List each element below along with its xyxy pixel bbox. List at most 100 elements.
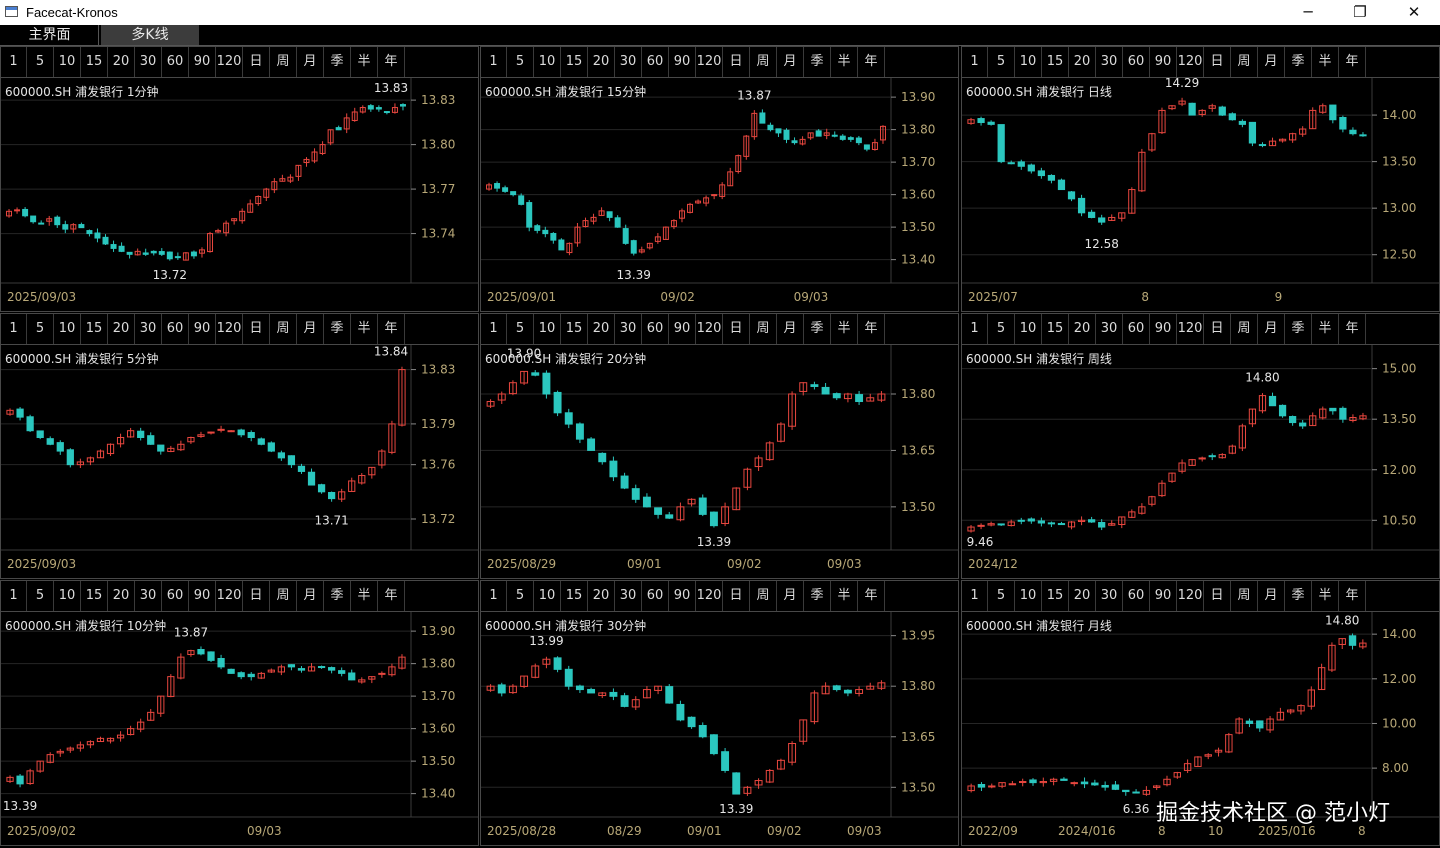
period-button[interactable]: 15 (561, 47, 588, 77)
period-button[interactable]: 季 (804, 47, 831, 77)
period-button[interactable]: 周 (750, 47, 777, 77)
period-button[interactable]: 60 (642, 581, 669, 611)
period-button[interactable]: 5 (27, 581, 54, 611)
period-button[interactable]: 月 (1258, 47, 1285, 77)
kline-panel[interactable]: 1 5 10 15 20 30 60 90 120 日周月季半年 8.00 10.00 12.00 14.… (961, 580, 1440, 846)
period-button[interactable]: 20 (1069, 47, 1096, 77)
period-button[interactable]: 20 (108, 47, 135, 77)
period-button[interactable]: 90 (669, 47, 696, 77)
period-button[interactable]: 10 (534, 581, 561, 611)
period-button[interactable]: 月 (1258, 581, 1285, 611)
kline-panel[interactable]: 1 5 10 15 20 30 60 90 120 日周月季半年 13.72 13.76 13.79 13… (0, 313, 479, 579)
period-button[interactable]: 1 (481, 581, 507, 611)
period-button[interactable]: 30 (615, 47, 642, 77)
period-button[interactable]: 15 (1042, 314, 1069, 344)
period-button[interactable]: 1 (962, 47, 988, 77)
period-button[interactable]: 120 (216, 581, 243, 611)
period-button[interactable]: 日 (1204, 581, 1231, 611)
period-button[interactable]: 1 (481, 314, 507, 344)
period-button[interactable]: 15 (1042, 47, 1069, 77)
tab-main-view[interactable]: 主界面 (1, 25, 99, 45)
period-button[interactable]: 60 (162, 314, 189, 344)
candlestick-chart[interactable]: 13.50 13.65 13.80 13.95 13.99 13.39 2025/08/28… (481, 581, 959, 846)
period-button[interactable]: 120 (1177, 314, 1204, 344)
period-button[interactable]: 120 (696, 581, 723, 611)
tab-multi-kline[interactable]: 多K线 (101, 25, 199, 45)
kline-panel[interactable]: 1 5 10 15 20 30 60 90 120 日周月季半年 13.50 13.65 13.80 13… (480, 580, 959, 846)
period-button[interactable]: 年 (1339, 581, 1366, 611)
period-button[interactable]: 120 (1177, 47, 1204, 77)
period-button[interactable]: 5 (988, 47, 1015, 77)
period-button[interactable]: 15 (561, 314, 588, 344)
period-button[interactable]: 季 (1285, 581, 1312, 611)
period-button[interactable]: 120 (696, 314, 723, 344)
period-button[interactable]: 90 (189, 47, 216, 77)
period-button[interactable]: 年 (1339, 314, 1366, 344)
period-button[interactable]: 年 (1339, 47, 1366, 77)
period-button[interactable]: 1 (1, 581, 27, 611)
period-button[interactable]: 月 (1258, 314, 1285, 344)
period-button[interactable]: 120 (216, 47, 243, 77)
period-button[interactable]: 1 (962, 581, 988, 611)
period-button[interactable]: 60 (1123, 581, 1150, 611)
period-button[interactable]: 10 (1015, 47, 1042, 77)
period-button[interactable]: 周 (1231, 314, 1258, 344)
period-button[interactable]: 15 (561, 581, 588, 611)
period-button[interactable]: 日 (723, 47, 750, 77)
period-button[interactable]: 30 (615, 314, 642, 344)
kline-panel[interactable]: 1 5 10 15 20 30 60 90 120 日周月季半年 13.40 13.50 13.60 13… (480, 46, 959, 312)
period-button[interactable]: 半 (351, 47, 378, 77)
period-button[interactable]: 5 (27, 47, 54, 77)
period-button[interactable]: 半 (831, 47, 858, 77)
candlestick-chart[interactable]: 13.40 13.50 13.60 13.70 13.80 13.90 13.87 13.39… (481, 47, 959, 312)
period-button[interactable]: 90 (189, 314, 216, 344)
period-button[interactable]: 周 (270, 314, 297, 344)
period-button[interactable]: 1 (962, 314, 988, 344)
period-button[interactable]: 月 (297, 314, 324, 344)
period-button[interactable]: 10 (54, 314, 81, 344)
period-button[interactable]: 15 (81, 581, 108, 611)
period-button[interactable]: 季 (324, 314, 351, 344)
period-button[interactable]: 15 (81, 47, 108, 77)
period-button[interactable]: 周 (270, 581, 297, 611)
candlestick-chart[interactable]: 12.50 13.00 13.50 14.00 14.29 12.58 2025/07 8 9 (962, 47, 1440, 312)
kline-panel[interactable]: 1 5 10 15 20 30 60 90 120 日周月季半年 13.74 13.77 13.80 13… (0, 46, 479, 312)
period-button[interactable]: 90 (669, 581, 696, 611)
period-button[interactable]: 日 (243, 314, 270, 344)
period-button[interactable]: 60 (642, 47, 669, 77)
period-button[interactable]: 周 (1231, 581, 1258, 611)
period-button[interactable]: 日 (1204, 47, 1231, 77)
period-button[interactable]: 年 (378, 47, 405, 77)
period-button[interactable]: 30 (135, 581, 162, 611)
period-button[interactable]: 周 (750, 581, 777, 611)
candlestick-chart[interactable]: 13.40 13.50 13.60 13.70 13.80 13.90 13.87 13.39… (1, 581, 479, 846)
kline-panel[interactable]: 1 5 10 15 20 30 60 90 120 日周月季半年 13.40 13.50 13.60 13… (0, 580, 479, 846)
period-button[interactable]: 90 (1150, 47, 1177, 77)
period-button[interactable]: 季 (1285, 314, 1312, 344)
period-button[interactable]: 10 (534, 314, 561, 344)
candlestick-chart[interactable]: 8.00 10.00 12.00 14.00 14.80 6.36 2022/09 2024/… (962, 581, 1440, 846)
period-button[interactable]: 90 (1150, 581, 1177, 611)
period-button[interactable]: 5 (507, 314, 534, 344)
period-button[interactable]: 周 (750, 314, 777, 344)
period-button[interactable]: 半 (1312, 314, 1339, 344)
period-button[interactable]: 20 (1069, 581, 1096, 611)
period-button[interactable]: 半 (831, 314, 858, 344)
period-button[interactable]: 月 (777, 581, 804, 611)
period-button[interactable]: 60 (162, 581, 189, 611)
minimize-button[interactable]: ─ (1303, 3, 1313, 21)
period-button[interactable]: 20 (1069, 314, 1096, 344)
period-button[interactable]: 月 (297, 47, 324, 77)
period-button[interactable]: 60 (1123, 47, 1150, 77)
period-button[interactable]: 30 (135, 314, 162, 344)
period-button[interactable]: 5 (988, 314, 1015, 344)
period-button[interactable]: 10 (534, 47, 561, 77)
period-button[interactable]: 120 (696, 47, 723, 77)
period-button[interactable]: 15 (1042, 581, 1069, 611)
candlestick-chart[interactable]: 13.72 13.76 13.79 13.83 13.84 13.71 2025/09/03 (1, 314, 479, 579)
period-button[interactable]: 季 (324, 581, 351, 611)
period-button[interactable]: 120 (216, 314, 243, 344)
period-button[interactable]: 10 (1015, 314, 1042, 344)
period-button[interactable]: 60 (162, 47, 189, 77)
period-button[interactable]: 30 (1096, 314, 1123, 344)
